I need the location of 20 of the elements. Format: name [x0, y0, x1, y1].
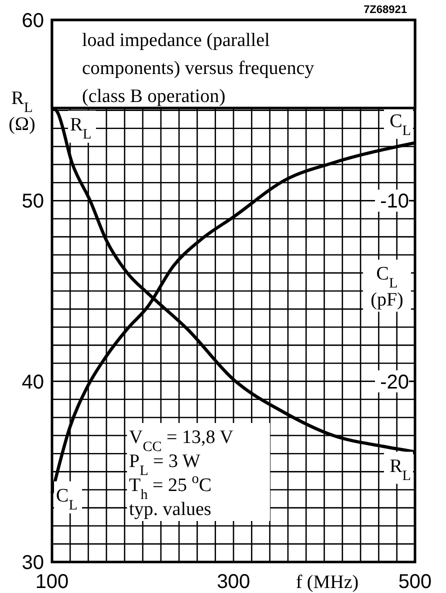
- annotation: typ. values: [129, 499, 212, 520]
- x-axis-title: f (MHz): [296, 572, 359, 593]
- y2-axis-title: C$_{L}$ (pF): [370, 264, 404, 311]
- y-tick-label: 40: [22, 371, 44, 394]
- series-label: R$_{L}$: [70, 114, 92, 143]
- annotation: V$_{CC}$ = 13,8 V: [129, 427, 234, 455]
- text: 7Z68921: [364, 4, 407, 16]
- y-tick-label: 30: [22, 552, 44, 574]
- text: R$_{L}$: [390, 456, 411, 484]
- text: C$_{L}$: [390, 110, 411, 139]
- y-tick-label: 50: [22, 190, 44, 213]
- y2-tick-label: -10: [380, 190, 409, 213]
- text: load impedance (parallel components) versus frequency (class B operation): [82, 30, 315, 107]
- x-tick-label: 500: [398, 571, 432, 593]
- series-label: C$_{L}$: [56, 485, 78, 514]
- x-tick-label: 100: [35, 571, 69, 593]
- y-axis-title: R$_{L}$ (Ω): [8, 88, 36, 135]
- x-tick-label: 300: [216, 571, 250, 593]
- y-tick-label: 60: [22, 10, 44, 32]
- y2-tick-label: -20: [380, 371, 409, 394]
